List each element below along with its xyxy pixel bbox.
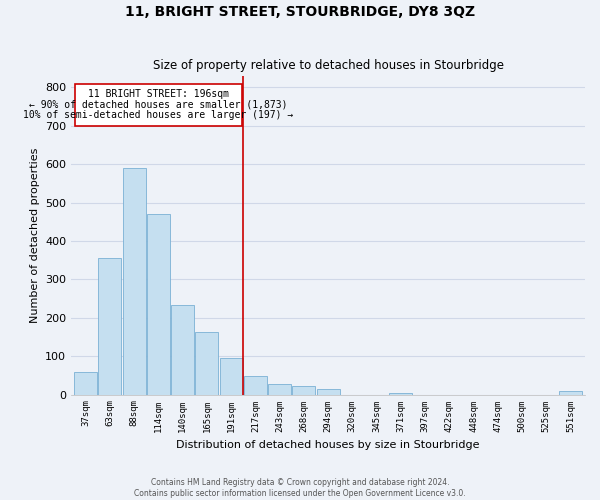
Text: ← 90% of detached houses are smaller (1,873): ← 90% of detached houses are smaller (1,… bbox=[29, 100, 287, 110]
Bar bbox=[122, 168, 146, 394]
Bar bbox=[317, 389, 340, 394]
Text: Contains HM Land Registry data © Crown copyright and database right 2024.
Contai: Contains HM Land Registry data © Crown c… bbox=[134, 478, 466, 498]
Bar bbox=[244, 376, 267, 394]
Bar bbox=[220, 358, 242, 395]
Y-axis label: Number of detached properties: Number of detached properties bbox=[29, 148, 40, 323]
Text: 11 BRIGHT STREET: 196sqm: 11 BRIGHT STREET: 196sqm bbox=[88, 89, 229, 99]
Bar bbox=[98, 258, 121, 394]
Bar bbox=[268, 384, 291, 394]
Bar bbox=[292, 386, 316, 394]
Bar bbox=[171, 305, 194, 394]
Bar bbox=[147, 214, 170, 394]
Text: 11, BRIGHT STREET, STOURBRIDGE, DY8 3QZ: 11, BRIGHT STREET, STOURBRIDGE, DY8 3QZ bbox=[125, 5, 475, 19]
Bar bbox=[389, 393, 412, 394]
Text: 10% of semi-detached houses are larger (197) →: 10% of semi-detached houses are larger (… bbox=[23, 110, 293, 120]
Bar bbox=[559, 392, 582, 394]
Bar bbox=[74, 372, 97, 394]
Title: Size of property relative to detached houses in Stourbridge: Size of property relative to detached ho… bbox=[152, 59, 503, 72]
Bar bbox=[196, 332, 218, 394]
X-axis label: Distribution of detached houses by size in Stourbridge: Distribution of detached houses by size … bbox=[176, 440, 480, 450]
FancyBboxPatch shape bbox=[75, 84, 242, 126]
